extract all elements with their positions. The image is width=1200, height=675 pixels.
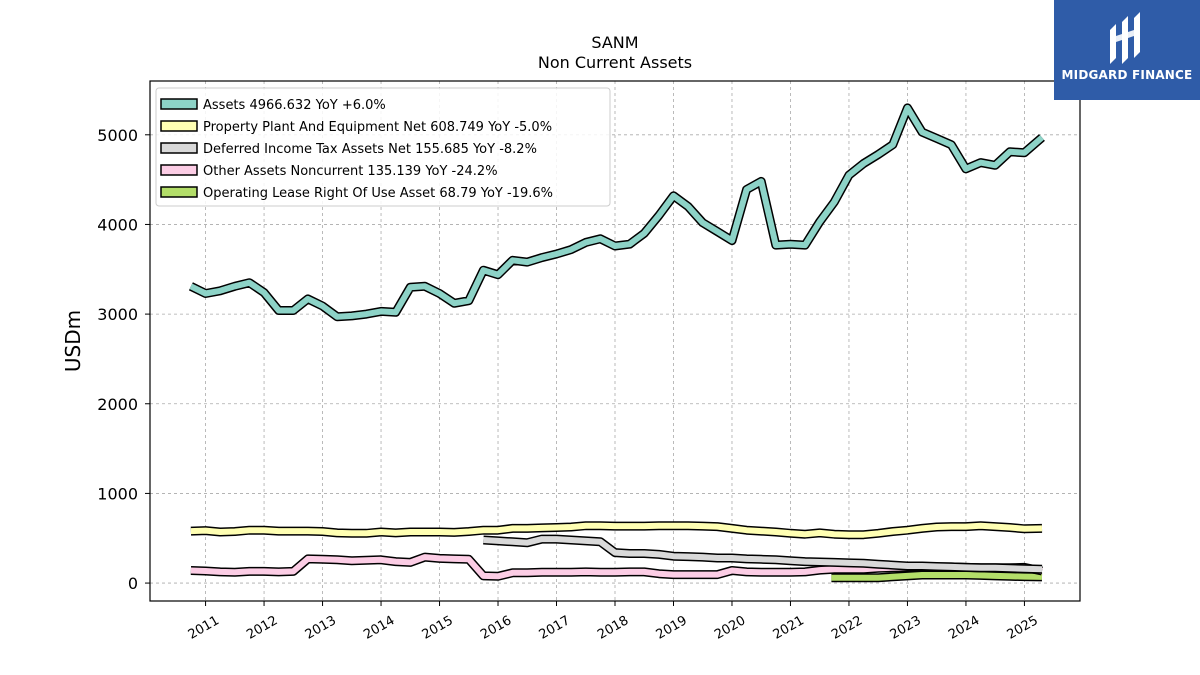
legend-swatch [160, 186, 198, 198]
series-line [189, 104, 1044, 320]
y-tick-label: 3000 [97, 305, 138, 324]
x-tick-label: 2024 [946, 613, 982, 643]
x-tick-label: 2022 [829, 613, 865, 643]
y-tick-label: 2000 [97, 395, 138, 414]
legend-swatch [160, 98, 198, 110]
x-tick-label: 2021 [771, 613, 807, 643]
legend-swatch [160, 120, 198, 132]
series-layer [188, 103, 1045, 583]
x-tick-label: 2019 [654, 613, 690, 643]
brand-logo-icon [1110, 12, 1140, 64]
x-tick-label: 2015 [420, 613, 456, 643]
legend: Assets 4966.632 YoY +6.0% Property Plant … [155, 87, 611, 207]
legend-swatch [160, 142, 198, 154]
legend-entry: Deferred Income Tax Assets Net 155.685 Y… [203, 142, 537, 157]
brand-logo: MIDGARD FINANCE [1054, 0, 1200, 100]
legend-entry: Assets 4966.632 YoY +6.0% [203, 98, 386, 113]
series-line [831, 572, 1043, 581]
chart-title: SANM [591, 33, 638, 52]
legend-entry: Operating Lease Right Of Use Asset 68.79… [203, 186, 553, 201]
x-tick-label: 2011 [186, 613, 222, 643]
legend-entry: Property Plant And Equipment Net 608.749… [203, 120, 552, 135]
x-tick-label: 2023 [888, 613, 924, 643]
x-tick-label: 2020 [712, 613, 748, 643]
legend-swatch [160, 164, 198, 176]
x-tick-label: 2013 [303, 613, 339, 643]
brand-name: MIDGARD FINANCE [1061, 68, 1193, 82]
chart-subtitle: Non Current Assets [538, 53, 692, 72]
series-line [483, 536, 1043, 573]
x-tick-label: 2014 [361, 613, 397, 643]
y-tick-label: 0 [128, 574, 138, 593]
x-tick-label: 2012 [244, 613, 280, 643]
x-tick-label: 2017 [537, 613, 573, 643]
legend-entry: Other Assets Noncurrent 135.139 YoY -24.… [203, 164, 498, 179]
y-tick-label: 4000 [97, 215, 138, 234]
y-tick-label: 5000 [97, 126, 138, 145]
x-tick-label: 2018 [595, 613, 631, 643]
series-line [190, 522, 1043, 538]
x-tick-label: 2025 [1005, 613, 1041, 643]
x-tick-label: 2016 [478, 613, 514, 643]
y-axis-label: USDm [61, 310, 85, 372]
legend-box [155, 87, 611, 207]
y-tick-label: 1000 [97, 484, 138, 503]
